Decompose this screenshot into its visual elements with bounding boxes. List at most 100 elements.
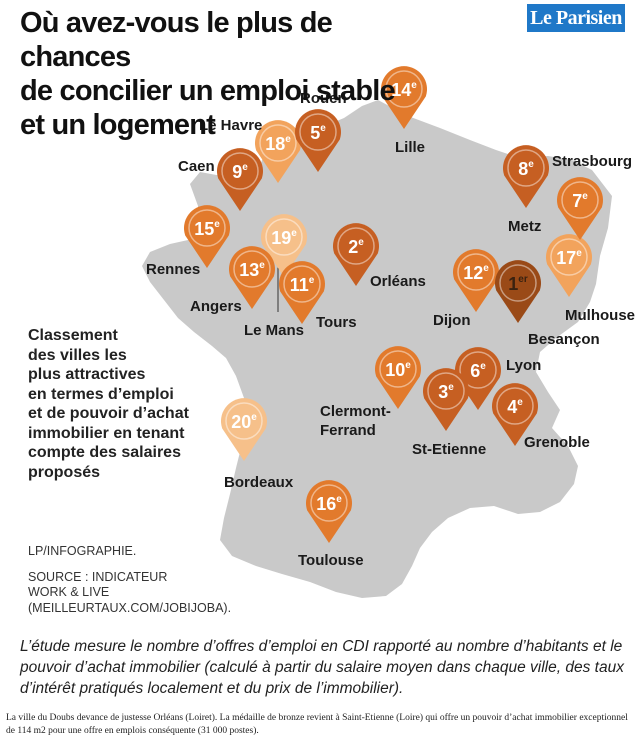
city-label: Orléans bbox=[370, 273, 426, 290]
rank-label: 18e bbox=[265, 134, 291, 154]
rank-suffix: e bbox=[336, 494, 342, 505]
city-label: Clermont- bbox=[320, 403, 391, 420]
pin-disc bbox=[337, 227, 375, 265]
rank-number: 16 bbox=[316, 494, 336, 514]
pin-rennes: 15e Rennes bbox=[146, 205, 230, 278]
rank-number: 10 bbox=[385, 360, 405, 380]
rank-number: 14 bbox=[391, 80, 411, 100]
pin-disc bbox=[233, 250, 271, 288]
city-label: Ferrand bbox=[320, 422, 376, 439]
rank-number: 12 bbox=[463, 263, 483, 283]
rank-number: 7 bbox=[572, 191, 582, 211]
rank-suffix: e bbox=[517, 397, 523, 408]
rank-label: 17e bbox=[556, 248, 582, 268]
pin-strasbourg: 7e Strasbourg bbox=[552, 153, 632, 240]
rank-number: 1 bbox=[508, 274, 518, 294]
rank-suffix: e bbox=[483, 263, 489, 274]
legend-line: immobilier en tenant bbox=[28, 424, 185, 442]
pin-disc bbox=[385, 70, 423, 108]
title-line: de concilier un emploi stable bbox=[20, 75, 396, 107]
rank-suffix: er bbox=[518, 274, 528, 285]
rank-suffix: e bbox=[251, 412, 257, 423]
pin-le-mans: 19e Le Mans bbox=[244, 214, 307, 339]
pin-disc bbox=[188, 209, 226, 247]
legend-line: Classement bbox=[28, 327, 118, 344]
rank-label: 2e bbox=[348, 237, 364, 257]
pin-disc bbox=[379, 350, 417, 388]
pin-disc bbox=[299, 113, 337, 151]
rank-suffix: e bbox=[411, 80, 417, 91]
rank-label: 10e bbox=[385, 360, 411, 380]
city-label: Toulouse bbox=[298, 552, 364, 569]
rank-suffix: e bbox=[214, 219, 220, 230]
source-line: WORK & LIVE bbox=[28, 585, 110, 599]
pin-disc bbox=[561, 181, 599, 219]
pin-disc bbox=[221, 152, 259, 190]
pin-disc bbox=[283, 265, 321, 303]
pin-metz: 8e Metz bbox=[503, 145, 549, 235]
city-label: Caen bbox=[178, 158, 215, 175]
rank-label: 6e bbox=[470, 361, 486, 381]
rank-number: 11 bbox=[290, 275, 309, 295]
city-label: Angers bbox=[190, 298, 242, 315]
rank-suffix: e bbox=[582, 191, 588, 202]
rank-label: 19e bbox=[271, 228, 297, 248]
rank-suffix: e bbox=[448, 382, 454, 393]
rank-suffix: e bbox=[480, 361, 486, 372]
rank-number: 20 bbox=[231, 412, 251, 432]
pin-disc bbox=[507, 149, 545, 187]
rank-label: 3e bbox=[438, 382, 454, 402]
rank-suffix: e bbox=[528, 159, 534, 170]
title-line: et un logement bbox=[20, 109, 216, 141]
rank-suffix: e bbox=[320, 123, 326, 134]
pin-toulouse: 16e Toulouse bbox=[298, 480, 364, 569]
rank-number: 8 bbox=[518, 159, 528, 179]
pin-clermont-ferrand: 10e Clermont- Ferrand bbox=[320, 346, 421, 439]
source-line: (MEILLEURTAUX.COM/JOBIJOBA). bbox=[28, 600, 232, 615]
city-label: Mulhouse bbox=[565, 307, 635, 324]
rank-suffix: e bbox=[291, 228, 297, 239]
pin-disc bbox=[496, 387, 534, 425]
city-label: Dijon bbox=[433, 312, 471, 329]
title-line: Où avez-vous le plus de chances bbox=[20, 7, 333, 73]
credit-line: LP/INFOGRAPHIE. bbox=[28, 544, 137, 558]
rank-number: 17 bbox=[556, 248, 576, 268]
rank-suffix: e bbox=[285, 134, 291, 145]
rank-number: 9 bbox=[232, 162, 242, 182]
rank-number: 19 bbox=[271, 228, 291, 248]
source-line: SOURCE : INDICATEUR bbox=[28, 569, 168, 584]
rank-label: 15e bbox=[194, 219, 220, 239]
rank-suffix: e bbox=[405, 360, 411, 371]
le-parisien-logo: Le Parisien bbox=[527, 4, 625, 32]
city-label: Tours bbox=[316, 314, 357, 331]
legend-line: compte des salaires bbox=[28, 444, 181, 461]
city-label: Metz bbox=[508, 218, 541, 235]
city-label: Grenoble bbox=[524, 434, 590, 451]
pin-st-etienne: 3e St-Etienne bbox=[412, 368, 486, 458]
pin-bordeaux: 20e Bordeaux bbox=[221, 398, 294, 491]
city-label: St-Etienne bbox=[412, 441, 486, 458]
rank-label: 4e bbox=[507, 397, 523, 417]
rank-label: 14e bbox=[391, 80, 417, 100]
rank-label: 7e bbox=[572, 191, 588, 211]
pin-disc bbox=[259, 124, 297, 162]
pin-lyon: 6e Lyon bbox=[455, 347, 541, 410]
rank-number: 18 bbox=[265, 134, 285, 154]
france-map-shape bbox=[142, 100, 612, 598]
pin-dijon: 12e Dijon bbox=[433, 249, 499, 329]
city-label: Lyon bbox=[506, 357, 541, 374]
legend-line: plus attractives bbox=[28, 366, 146, 383]
rank-suffix: e bbox=[358, 237, 364, 248]
legend-line: proposés bbox=[28, 463, 101, 481]
source-credit: LP/INFOGRAPHIE. SOURCE : INDICATEUR WORK… bbox=[28, 544, 248, 616]
rank-number: 15 bbox=[194, 219, 214, 239]
city-label: Le Mans bbox=[244, 322, 304, 339]
city-label: Rouen bbox=[300, 90, 347, 107]
rank-label: 16e bbox=[316, 494, 342, 514]
rank-suffix: e bbox=[242, 162, 248, 173]
pin-disc bbox=[550, 238, 588, 276]
